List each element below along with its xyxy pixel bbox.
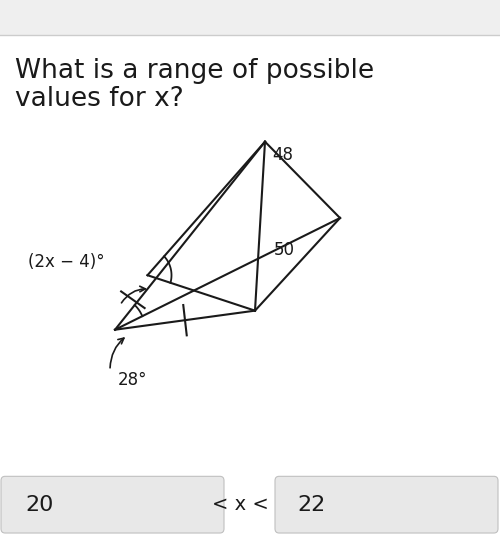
Text: 20: 20 — [25, 495, 54, 514]
Text: 28°: 28° — [118, 371, 147, 389]
Text: What is a range of possible: What is a range of possible — [15, 58, 374, 84]
Text: values for x?: values for x? — [15, 86, 184, 112]
Text: 22: 22 — [298, 495, 326, 514]
FancyBboxPatch shape — [275, 476, 498, 533]
Text: 48: 48 — [272, 146, 293, 164]
FancyBboxPatch shape — [0, 0, 500, 35]
Text: 50: 50 — [274, 240, 294, 258]
Text: (2x − 4)°: (2x − 4)° — [28, 252, 105, 271]
Text: < x <: < x < — [212, 495, 268, 514]
FancyBboxPatch shape — [1, 476, 224, 533]
